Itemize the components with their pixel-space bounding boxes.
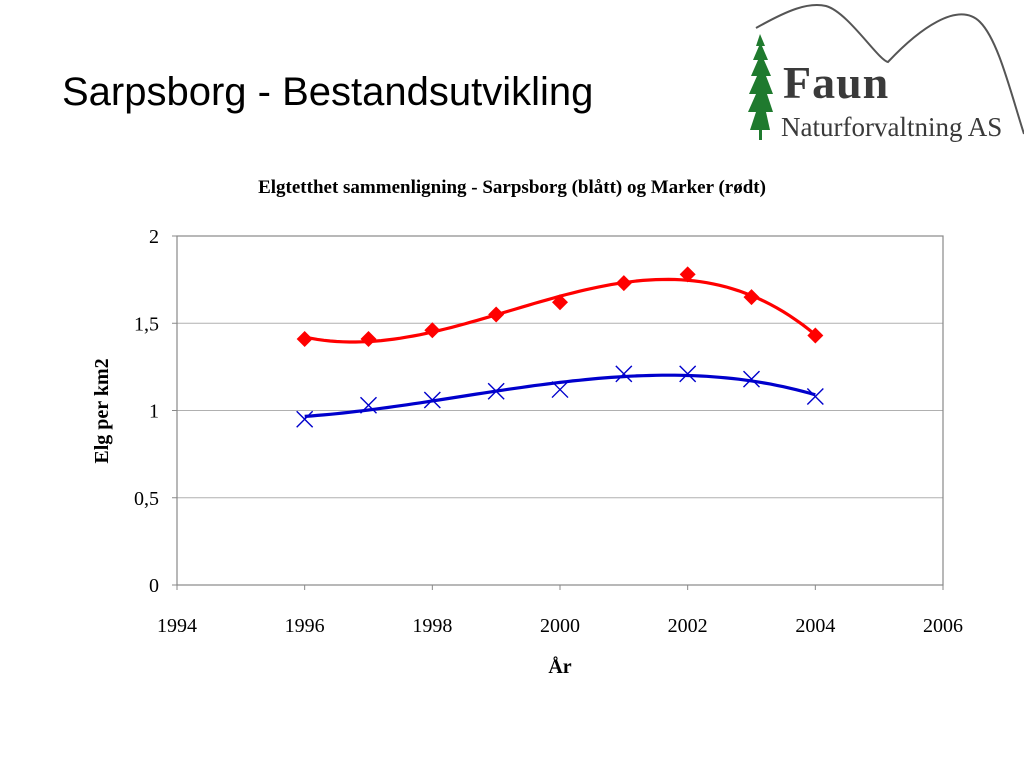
marker-layer bbox=[296, 266, 824, 428]
x-tick-label: 2002 bbox=[668, 615, 708, 637]
logo-name: Faun bbox=[783, 57, 890, 108]
trendline-series-2 bbox=[304, 373, 816, 418]
x-axis-label: År bbox=[548, 655, 571, 678]
data-point-series-1 bbox=[488, 306, 505, 323]
data-point-series-2 bbox=[743, 370, 760, 388]
company-logo bbox=[748, 4, 1024, 140]
x-tick-label: 1994 bbox=[157, 615, 197, 637]
logo-subtitle: Naturforvaltning AS bbox=[781, 112, 1003, 142]
trendline-series-1 bbox=[304, 277, 817, 344]
y-tick-label: 0 bbox=[149, 575, 159, 597]
data-point-series-2 bbox=[679, 365, 697, 383]
data-point-series-1 bbox=[743, 289, 760, 306]
data-point-series-2 bbox=[423, 391, 441, 409]
y-tick-label: 1 bbox=[149, 401, 159, 423]
chart-title: Elgtetthet sammenligning - Sarpsborg (bl… bbox=[258, 177, 766, 198]
data-point-series-2 bbox=[806, 388, 824, 406]
y-tick-label: 1,5 bbox=[134, 313, 159, 335]
grid-layer bbox=[177, 322, 943, 499]
logo-hill-curve bbox=[755, 4, 1024, 135]
data-point-series-1 bbox=[296, 330, 313, 347]
y-tick-label: 0,5 bbox=[134, 488, 159, 510]
data-point-series-1 bbox=[360, 330, 377, 347]
tick-layer: 0 0,5 1 1,5 2 1994 1996 1998 2000 2002 2004 2006 bbox=[134, 226, 963, 637]
data-point-series-2 bbox=[487, 382, 505, 400]
y-axis-label: Elg per km2 bbox=[91, 358, 113, 463]
slide-title: Sarpsborg - Bestandsutvikling bbox=[62, 70, 594, 114]
data-point-series-1 bbox=[615, 275, 632, 292]
data-point-series-1 bbox=[807, 327, 824, 344]
x-tick-label: 1998 bbox=[412, 615, 452, 637]
data-point-series-2 bbox=[360, 396, 377, 414]
logo-tree-icon bbox=[748, 34, 773, 140]
data-point-series-1 bbox=[424, 322, 441, 339]
x-tick-label: 2004 bbox=[795, 615, 835, 637]
data-point-series-2 bbox=[296, 410, 314, 428]
x-tick-label: 1996 bbox=[285, 615, 325, 637]
data-point-series-1 bbox=[552, 294, 568, 311]
x-tick-label: 2000 bbox=[540, 615, 580, 637]
data-point-series-1 bbox=[679, 266, 696, 283]
data-point-series-2 bbox=[551, 381, 569, 399]
x-tick-label: 2006 bbox=[923, 615, 963, 637]
data-point-series-2 bbox=[615, 365, 633, 383]
y-tick-label: 2 bbox=[149, 226, 159, 248]
